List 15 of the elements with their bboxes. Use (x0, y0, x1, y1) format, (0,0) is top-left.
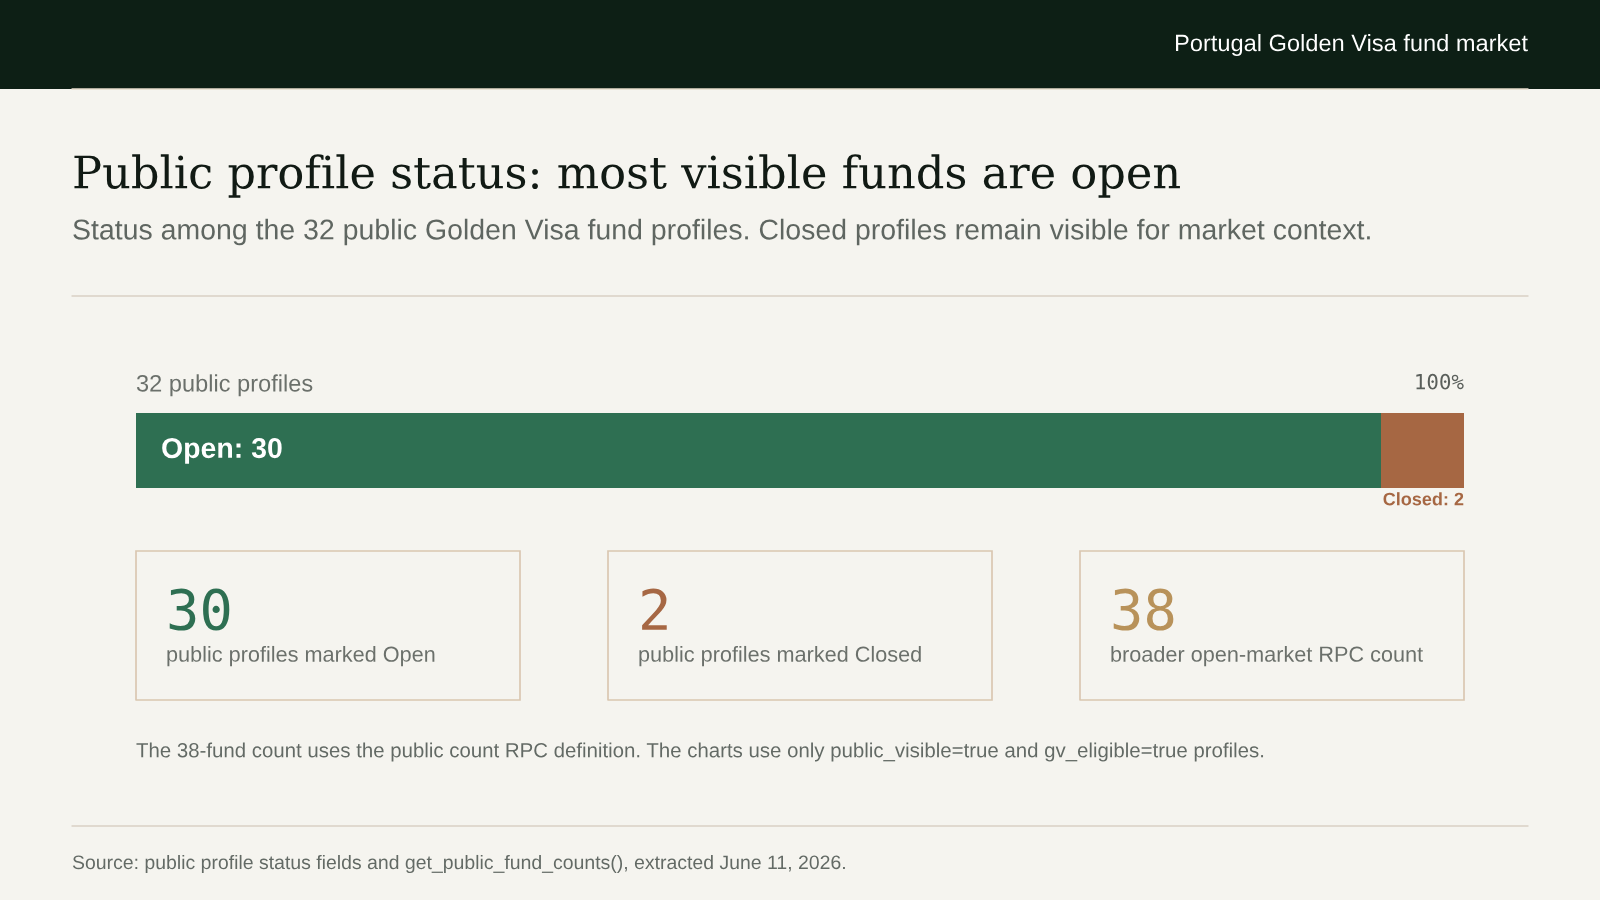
category-label: broader open-market RPC count (1111, 645, 1423, 667)
chart-title: Public profile status: most visible funds are open (74, 154, 1180, 198)
text: The 38-fund count uses the public count RPC definition. The charts use only public_visible=true and gv_eligible=true profiles. (136, 742, 1264, 762)
data-label: 38 (1113, 588, 1174, 631)
data-label: Open: 30 (162, 437, 282, 464)
chart-subtitle: Status among the 32 public Golden Visa fund profiles. Closed profiles remain visible for market context. (73, 218, 1370, 246)
data-label: 30 (169, 588, 230, 631)
data-label: 2 (642, 588, 667, 630)
category-label: public profiles marked Open (167, 645, 435, 667)
data-label: Closed: 2 (1383, 492, 1464, 506)
category-label: public profiles marked Closed (639, 645, 921, 667)
text: Portugal Golden Visa fund market (1176, 34, 1528, 56)
y-tick-label: 32 public profiles (136, 374, 313, 397)
annotation: 100% (1416, 373, 1464, 390)
source-note: Source: public profile status fields and get_public_fund_counts(), extracted June 11, 2026. (72, 854, 845, 874)
